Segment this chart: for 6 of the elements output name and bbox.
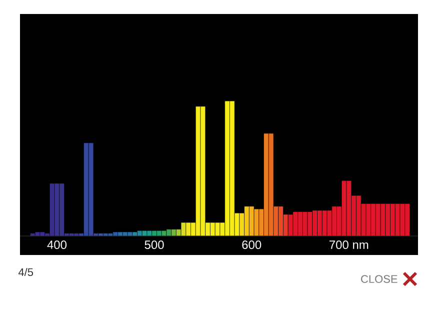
x-tick-label: 400 [47,240,67,250]
text: CLOSE [361,275,398,283]
x-tick-label: 700 nm [330,240,368,250]
x-tick-label: 600 [242,240,262,250]
x-tick-label: 500 [144,240,164,250]
text: 4/5 [18,268,34,276]
